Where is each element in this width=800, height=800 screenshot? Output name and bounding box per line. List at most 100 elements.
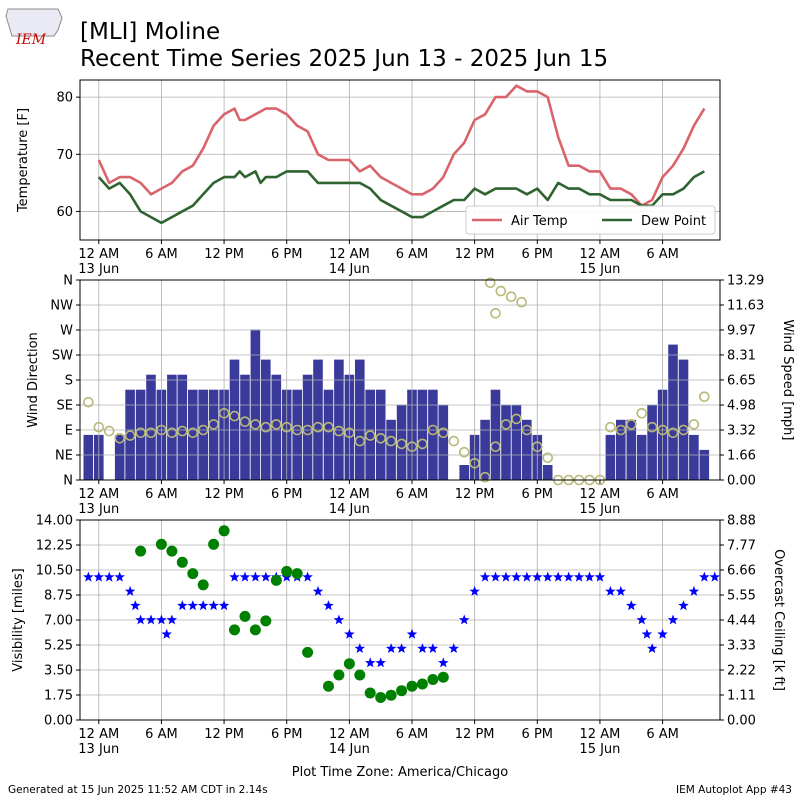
ceiling-marker — [208, 538, 220, 550]
visibility-marker — [469, 585, 480, 596]
wind-speed-bar — [146, 374, 156, 480]
temp-ytick-label: 60 — [56, 205, 73, 220]
wind-xtick-date: 13 Jun — [78, 502, 119, 517]
ceiling-marker — [323, 680, 334, 692]
wind-speed-bar — [188, 389, 198, 480]
temp-xtick-label: 6 AM — [646, 247, 679, 262]
wind-direction-marker — [396, 438, 407, 450]
wind-direction-marker — [505, 291, 517, 303]
wind-speed-bar — [689, 434, 699, 480]
vis-xtick-date: 13 Jun — [78, 742, 119, 757]
temp-xtick-label: 12 AM — [580, 247, 621, 262]
ceiling-marker — [281, 565, 293, 577]
vis-xtick-label: 6 AM — [646, 727, 679, 742]
wind-direction-marker — [495, 285, 507, 297]
wind-direction-marker — [531, 441, 543, 453]
visibility-marker — [459, 614, 470, 625]
vis-y2tick-label: 7.77 — [727, 539, 756, 554]
vis-frame — [79, 519, 721, 721]
wind-speed-bar — [83, 434, 94, 480]
wind-speed-bar — [375, 389, 386, 480]
vis-xtick-label: 12 AM — [580, 727, 621, 742]
vis-xtick-label: 12 AM — [78, 727, 119, 742]
visibility-marker — [365, 657, 376, 668]
wind-direction-marker — [511, 413, 522, 425]
ceiling-marker — [354, 669, 366, 681]
vis-xtick-date: 15 Jun — [579, 742, 620, 757]
ceiling-marker — [333, 669, 345, 681]
wind-y2tick-label: 4.98 — [727, 399, 756, 414]
ceiling-marker — [396, 685, 408, 697]
wind-direction-marker — [417, 438, 428, 450]
visibility-marker — [641, 628, 653, 639]
visibility-marker — [93, 571, 104, 582]
wind-xtick-label: 12 PM — [204, 487, 244, 502]
wind-speed-bar — [114, 434, 125, 480]
visibility-marker — [657, 628, 668, 639]
temp-legend-box — [465, 205, 716, 235]
wind-xtick-label: 6 AM — [145, 487, 178, 502]
visibility-marker — [145, 614, 157, 625]
ceiling-marker — [343, 658, 355, 670]
wind-speed-bar — [167, 374, 177, 480]
wind-xtick-label: 6 AM — [396, 487, 429, 502]
visibility-marker — [385, 643, 397, 653]
ceiling-marker — [249, 624, 261, 636]
wind-direction-marker — [490, 307, 501, 319]
wind-direction-marker — [448, 435, 460, 447]
wind-direction-marker — [145, 427, 157, 439]
vis-ytick-label: 12.25 — [36, 539, 73, 554]
wind-direction-marker — [166, 427, 178, 439]
wind-direction-marker — [516, 296, 527, 308]
wind-xtick-label: 6 PM — [271, 487, 302, 502]
vis-y2tick-label: 4.44 — [727, 614, 756, 629]
visibility-marker — [161, 628, 172, 639]
wind-direction-marker — [406, 441, 418, 453]
wind-xtick-label: 12 AM — [78, 487, 119, 502]
wind-speed-bar — [271, 374, 282, 480]
wind-speed-bar — [396, 404, 407, 480]
wind-ytick-label: SW — [52, 349, 73, 364]
wind-ytick-label: E — [65, 424, 73, 439]
visibility-marker — [239, 571, 251, 582]
wind-ytick-label: SE — [57, 399, 73, 414]
wind-direction-marker — [291, 424, 303, 436]
visibility-marker — [511, 571, 522, 582]
temp-legend-label: Dew Point — [641, 214, 706, 229]
ceiling-marker — [155, 538, 167, 550]
wind-y2tick-label: 13.29 — [727, 274, 764, 289]
app-label: IEM Autoplot App #43 — [676, 784, 792, 796]
visibility-marker — [678, 600, 689, 611]
wind-speed-bar — [678, 359, 689, 480]
wind-direction-marker — [344, 427, 355, 439]
vis-xtick-label: 6 PM — [271, 727, 302, 742]
wind-xtick-label: 6 AM — [646, 487, 679, 502]
wind-direction-marker — [437, 427, 449, 439]
visibility-marker — [135, 614, 146, 625]
dew-point-line — [97, 170, 705, 225]
visibility-marker — [344, 628, 355, 639]
wind-speed-bar — [626, 419, 637, 480]
wind-speed-bar — [501, 404, 511, 480]
wind-speed-bar — [480, 419, 490, 480]
temperature-axis-label: Temperature [F] — [16, 108, 31, 213]
visibility-marker — [312, 585, 324, 596]
wind-xtick-label: 12 AM — [329, 487, 370, 502]
visibility-marker — [177, 600, 188, 611]
visibility-marker — [130, 600, 141, 611]
wind-direction-marker — [479, 471, 491, 483]
wind-speed-bar — [125, 389, 135, 480]
visibility-marker — [636, 614, 647, 625]
visibility-marker — [479, 571, 491, 582]
ceiling-marker — [187, 568, 199, 580]
wind-ytick-label: N — [63, 474, 73, 489]
wind-speed-bar — [542, 465, 553, 480]
wind-direction-marker — [385, 435, 397, 447]
temp-xtick-label: 6 AM — [145, 247, 178, 262]
visibility-marker — [187, 600, 198, 611]
ceiling-marker — [239, 610, 251, 622]
wind-direction-marker — [83, 396, 94, 408]
wind-xtick-label: 12 PM — [455, 487, 495, 502]
